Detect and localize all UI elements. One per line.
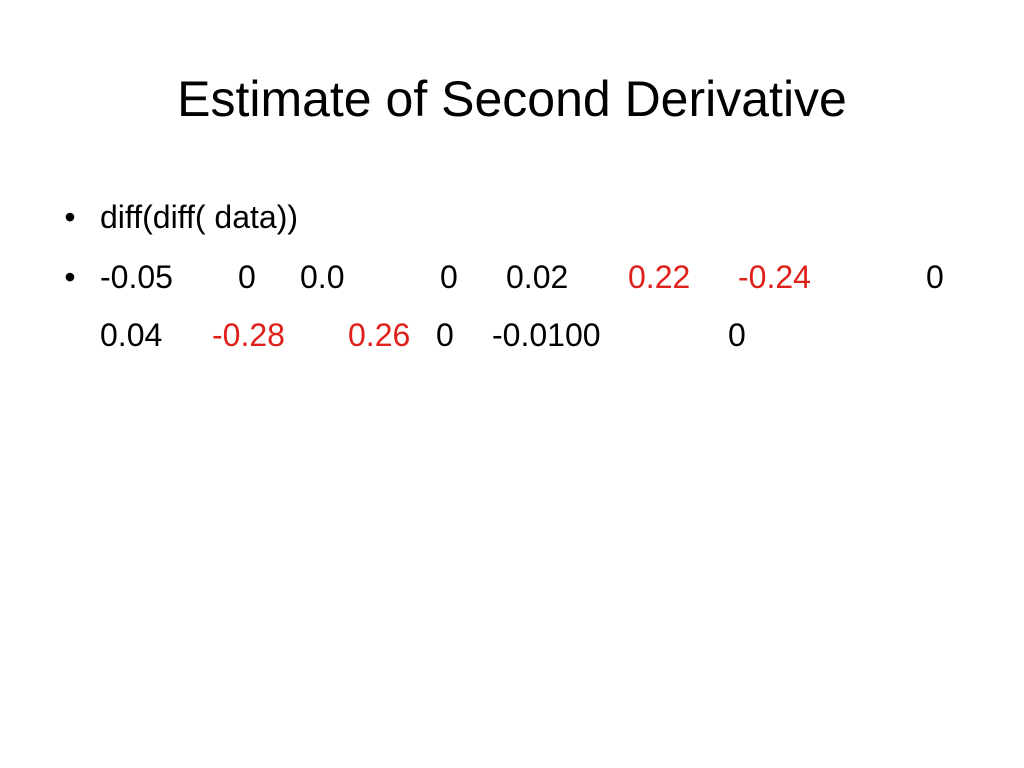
bullet-dot-icon: • xyxy=(64,259,76,295)
bullet-item-formula: • diff(diff( data)) xyxy=(60,188,960,246)
bullet-list: • diff(diff( data)) • -0.05 0 0.0 0 0.02… xyxy=(60,188,960,366)
value-cell: -0.0100 xyxy=(492,317,601,353)
value-cell: 0.02 xyxy=(506,259,569,295)
bullet-dot-icon: • xyxy=(64,199,76,235)
value-cell: 0 xyxy=(238,259,256,295)
slide-title: Estimate of Second Derivative xyxy=(177,71,847,127)
value-cell: 0.22 xyxy=(628,259,691,295)
value-cell: 0.26 xyxy=(348,317,411,353)
value-cell: 0.04 xyxy=(100,317,163,353)
values-line-2: 0.04 -0.28 0.26 0 -0.0100 0 xyxy=(100,306,960,364)
bullet-text: diff(diff( data)) xyxy=(100,199,299,235)
values-line-1: -0.05 0 0.0 0 0.02 0.22 -0.24 0 xyxy=(100,248,960,306)
value-cell: 0 xyxy=(436,317,454,353)
bullet-item-values: • -0.05 0 0.0 0 0.02 0.22 -0.24 0 0.04 -… xyxy=(60,248,960,364)
value-cell: 0 xyxy=(440,259,458,295)
value-cell: 0 xyxy=(728,317,746,353)
value-cell: 0.0 xyxy=(300,259,345,295)
value-cell: 0 xyxy=(926,259,944,295)
value-cell: -0.05 xyxy=(100,259,173,295)
value-cell: -0.24 xyxy=(738,259,811,295)
value-cell: -0.28 xyxy=(212,317,285,353)
